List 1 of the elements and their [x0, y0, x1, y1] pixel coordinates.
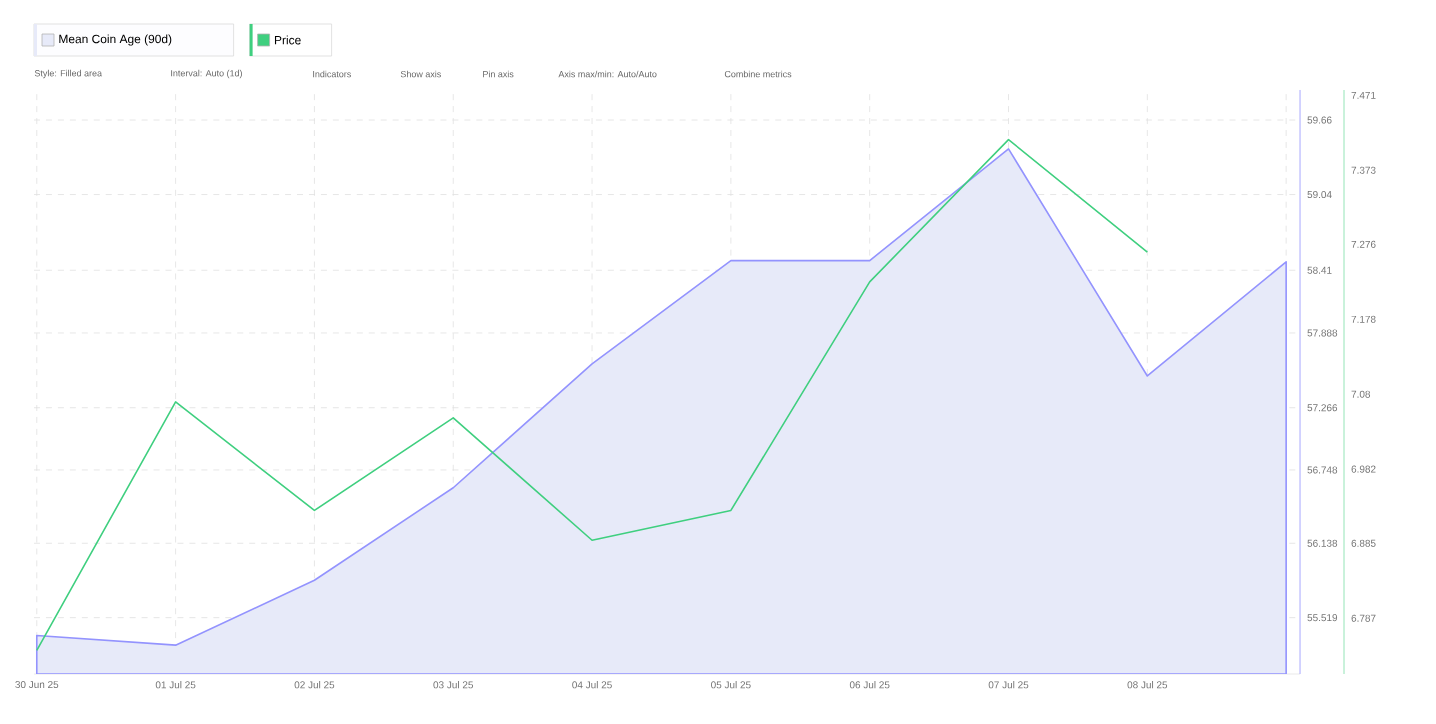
line-series	[35, 138, 1149, 652]
